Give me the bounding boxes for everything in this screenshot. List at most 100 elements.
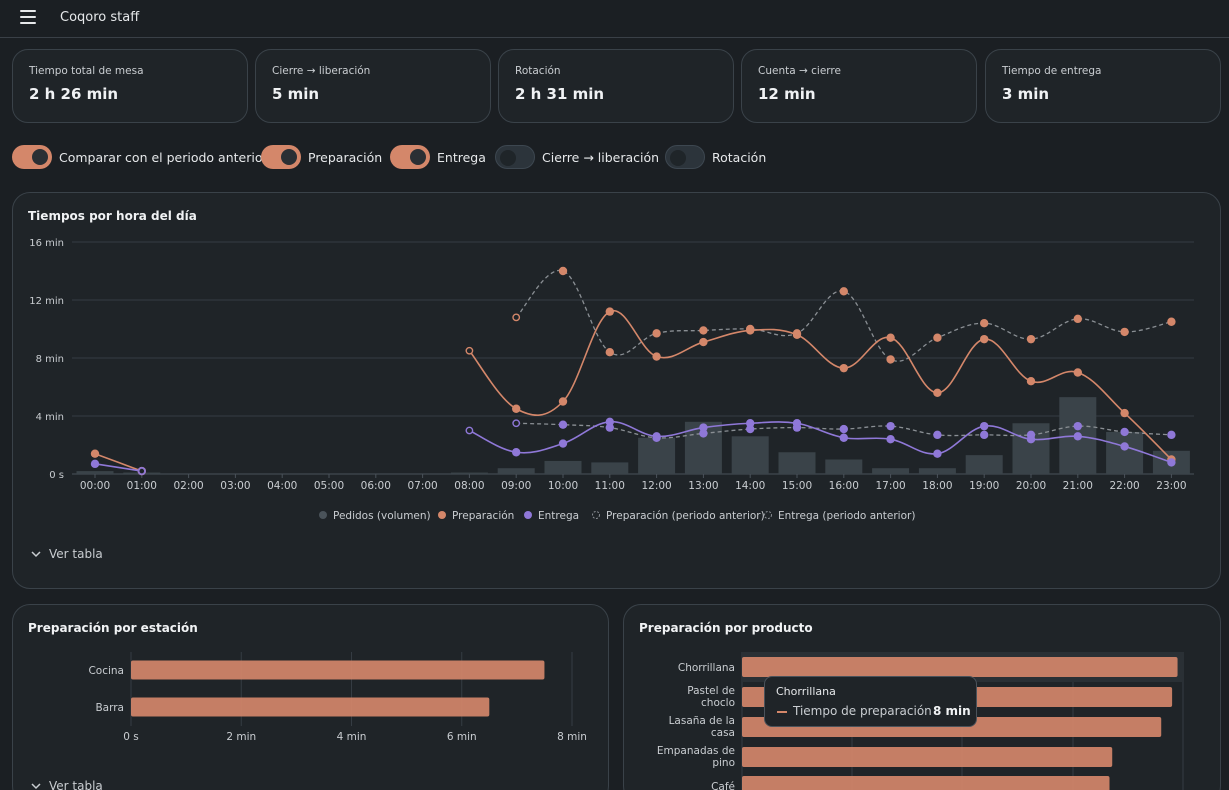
data-point: [980, 319, 989, 328]
data-point: [1120, 442, 1129, 451]
data-point: [886, 435, 895, 444]
station-chart-card: Preparación por estación Ver tabla: [12, 604, 609, 790]
data-point: [1026, 334, 1036, 344]
switch[interactable]: [390, 145, 430, 169]
data-point: [980, 421, 989, 431]
hamburger-icon[interactable]: [20, 10, 36, 24]
kpi-card-tiempo-entrega: Tiempo de entrega 3 min: [985, 49, 1221, 123]
x-tick-label: 4 min: [337, 731, 367, 743]
volume-bar: [638, 437, 676, 474]
switch[interactable]: [261, 145, 301, 169]
kpi-label: Tiempo total de mesa: [29, 65, 144, 77]
x-tick-label: 04:00: [267, 480, 297, 492]
legend-swatch: [592, 511, 600, 519]
toggle-label: Entrega: [437, 149, 486, 165]
kpi-card-rotacion: Rotación 2 h 31 min: [498, 49, 734, 123]
volume-bar: [591, 462, 629, 474]
x-tick-label: 14:00: [735, 480, 765, 492]
category-label: Pastel de: [687, 685, 735, 697]
x-tick-label: 01:00: [127, 480, 157, 492]
data-point: [980, 430, 989, 440]
x-tick-label: 6 min: [447, 731, 477, 743]
ver-tabla-button[interactable]: Ver tabla: [31, 547, 103, 561]
category-label: Café: [711, 781, 735, 790]
data-point: [90, 449, 100, 458]
data-point: [886, 355, 895, 364]
volume-bar: [76, 471, 114, 474]
data-point: [652, 352, 661, 361]
data-point: [465, 346, 474, 355]
toggle-preparacion[interactable]: Preparación: [261, 145, 382, 169]
switch[interactable]: [12, 145, 52, 169]
data-point: [792, 419, 802, 428]
switch[interactable]: [495, 145, 535, 169]
legend-swatch: [524, 511, 532, 519]
data-point: [558, 439, 568, 448]
data-point: [839, 433, 848, 442]
data-point: [558, 420, 568, 429]
category-label: Barra: [95, 702, 124, 714]
data-point: [605, 423, 614, 432]
data-point: [839, 363, 848, 373]
legend-label: Preparación: [452, 510, 514, 522]
chevron-down-icon: [31, 550, 41, 557]
kpi-label: Tiempo de entrega: [1002, 65, 1102, 77]
kpi-value: 2 h 31 min: [515, 85, 605, 103]
category-label: casa: [711, 727, 735, 739]
data-point: [746, 419, 755, 428]
ver-tabla-button[interactable]: Ver tabla: [31, 779, 103, 790]
hourly-chart-card: Tiempos por hora del día Ver tabla: [12, 192, 1221, 589]
toggle-entrega[interactable]: Entrega: [390, 145, 486, 169]
chevron-down-icon: [31, 782, 41, 789]
tooltip-title: Chorrillana: [776, 685, 836, 698]
x-tick-label: 02:00: [173, 480, 203, 492]
x-tick-label: 18:00: [922, 480, 952, 492]
data-point: [605, 348, 614, 357]
toggle-cierre-liberacion[interactable]: Cierre → liberación: [495, 145, 659, 169]
data-point: [1167, 317, 1176, 326]
tooltip-series-swatch: [777, 711, 787, 713]
legend-label: Pedidos (volumen): [333, 510, 431, 522]
legend-label: Preparación (periodo anterior): [606, 510, 765, 522]
kpi-value: 5 min: [272, 85, 320, 103]
data-point: [1073, 314, 1083, 324]
data-point: [699, 423, 708, 432]
x-tick-label: 05:00: [314, 480, 344, 492]
x-tick-label: 03:00: [220, 480, 250, 492]
x-tick-label: 11:00: [595, 480, 625, 492]
data-point: [1167, 430, 1176, 440]
x-tick-label: 13:00: [688, 480, 718, 492]
tooltip-value: 8 min: [933, 704, 971, 718]
data-point: [933, 388, 942, 397]
toggle-comparar-periodo[interactable]: Comparar con el periodo anterior: [12, 145, 268, 169]
data-point: [746, 424, 755, 434]
data-point: [558, 266, 568, 276]
data-point: [90, 459, 100, 469]
volume-bar: [918, 468, 956, 474]
app-title: Coqoro staff: [60, 10, 140, 25]
data-point: [1120, 327, 1129, 337]
ver-tabla-label: Ver tabla: [49, 779, 103, 790]
x-tick-label: 08:00: [454, 480, 484, 492]
data-point: [746, 326, 755, 335]
volume-bar: [825, 459, 863, 474]
data-point: [652, 432, 661, 441]
category-label: Chorrillana: [678, 662, 735, 674]
x-tick-label: 20:00: [1016, 480, 1046, 492]
y-tick-label: 8 min: [36, 354, 64, 365]
switch[interactable]: [665, 145, 705, 169]
legend-swatch: [764, 511, 772, 519]
kpi-label: Rotación: [515, 65, 561, 77]
data-point: [512, 313, 521, 322]
legend-label: Entrega: [538, 510, 579, 522]
data-point: [605, 417, 614, 426]
card-title: Preparación por producto: [639, 621, 813, 635]
tooltip-series-label: Tiempo de preparación: [793, 704, 932, 718]
product-bar: [742, 747, 1113, 767]
x-tick-label: 2 min: [226, 731, 256, 743]
series-line: [468, 309, 1172, 461]
ver-tabla-label: Ver tabla: [49, 547, 103, 561]
toggle-rotacion[interactable]: Rotación: [665, 145, 766, 169]
data-point: [465, 426, 474, 435]
